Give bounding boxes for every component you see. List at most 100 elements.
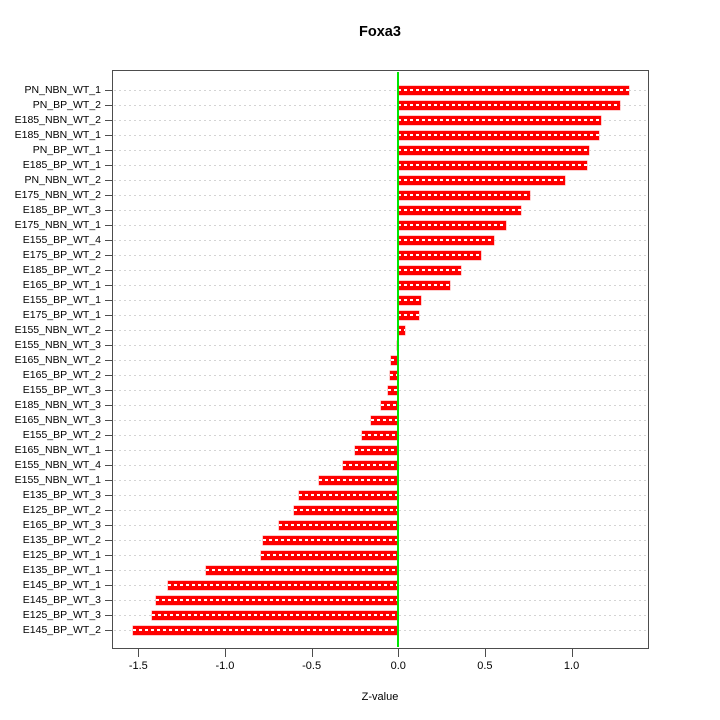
bar-grid-overlay bbox=[398, 149, 589, 151]
row-gridline bbox=[114, 225, 647, 226]
chart-title: Foxa3 bbox=[359, 24, 401, 40]
y-axis-tick bbox=[105, 225, 113, 226]
y-axis-tick bbox=[105, 525, 113, 526]
y-axis-tick bbox=[105, 555, 113, 556]
bar bbox=[398, 235, 494, 245]
y-axis-tick bbox=[105, 255, 113, 256]
y-axis-label: E125_BP_WT_1 bbox=[22, 549, 101, 561]
bar bbox=[152, 610, 399, 620]
y-axis-tick bbox=[105, 270, 113, 271]
y-axis-tick bbox=[105, 135, 113, 136]
bar-grid-overlay bbox=[155, 599, 399, 601]
y-axis-label: E145_BP_WT_1 bbox=[22, 579, 101, 591]
y-axis-tick bbox=[105, 345, 113, 346]
y-axis-label: E165_BP_WT_3 bbox=[22, 519, 101, 531]
row-gridline bbox=[114, 90, 647, 91]
bar bbox=[398, 160, 588, 170]
bar-grid-overlay bbox=[299, 494, 399, 496]
row-gridline bbox=[114, 120, 647, 121]
bar-grid-overlay bbox=[398, 254, 482, 256]
y-axis-label: E155_BP_WT_2 bbox=[22, 429, 101, 441]
x-axis-tick bbox=[484, 649, 486, 657]
y-axis-label: E165_BP_WT_1 bbox=[22, 279, 101, 291]
y-axis-label: E175_BP_WT_1 bbox=[22, 309, 101, 321]
y-axis-tick bbox=[105, 405, 113, 406]
bar-grid-overlay bbox=[167, 584, 399, 586]
y-axis-tick bbox=[105, 240, 113, 241]
row-gridline bbox=[114, 300, 647, 301]
y-axis-tick bbox=[105, 435, 113, 436]
y-axis-tick bbox=[105, 570, 113, 571]
y-axis-label: PN_NBN_WT_2 bbox=[24, 174, 101, 186]
bar bbox=[398, 145, 589, 155]
x-axis-tick bbox=[138, 649, 140, 657]
y-axis-tick bbox=[105, 315, 113, 316]
bar-grid-overlay bbox=[398, 299, 421, 301]
bar bbox=[398, 190, 530, 200]
bar-grid-overlay bbox=[398, 104, 621, 106]
bar-grid-overlay bbox=[398, 224, 506, 226]
y-axis-tick bbox=[105, 630, 113, 631]
row-gridline bbox=[114, 270, 647, 271]
y-axis-label: PN_NBN_WT_1 bbox=[24, 84, 101, 96]
bar bbox=[398, 280, 451, 290]
x-axis-tick-label: -0.5 bbox=[302, 660, 322, 672]
y-axis-label: E125_BP_WT_3 bbox=[22, 609, 101, 621]
bar bbox=[398, 175, 565, 185]
y-axis-label: E135_BP_WT_2 bbox=[22, 534, 101, 546]
y-axis-tick bbox=[105, 180, 113, 181]
y-axis-tick bbox=[105, 300, 113, 301]
y-axis-tick bbox=[105, 615, 113, 616]
bar-grid-overlay bbox=[398, 179, 565, 181]
row-gridline bbox=[114, 360, 647, 361]
y-axis-label: E135_BP_WT_3 bbox=[22, 489, 101, 501]
bar-grid-overlay bbox=[361, 434, 399, 436]
bar bbox=[318, 475, 399, 485]
bar-grid-overlay bbox=[398, 209, 522, 211]
bar-grid-overlay bbox=[398, 269, 461, 271]
y-axis-label: E135_BP_WT_1 bbox=[22, 564, 101, 576]
y-axis-label: E145_BP_WT_3 bbox=[22, 594, 101, 606]
y-axis-tick bbox=[105, 420, 113, 421]
y-axis-label: E155_NBN_WT_2 bbox=[14, 324, 101, 336]
x-axis-tick-label: 1.0 bbox=[563, 660, 580, 672]
y-axis-label: E155_BP_WT_3 bbox=[22, 384, 101, 396]
bar bbox=[398, 115, 602, 125]
bar-grid-overlay bbox=[398, 194, 530, 196]
bar-grid-overlay bbox=[398, 329, 406, 331]
y-axis-tick bbox=[105, 510, 113, 511]
bar-grid-overlay bbox=[391, 359, 399, 361]
bar bbox=[370, 415, 399, 425]
bar bbox=[167, 580, 399, 590]
y-axis-tick bbox=[105, 210, 113, 211]
bar bbox=[391, 355, 399, 365]
bar-grid-overlay bbox=[380, 404, 399, 406]
y-axis-label: E125_BP_WT_2 bbox=[22, 504, 101, 516]
y-axis-label: E155_NBN_WT_3 bbox=[14, 339, 101, 351]
row-gridline bbox=[114, 180, 647, 181]
y-axis-tick bbox=[105, 495, 113, 496]
row-gridline bbox=[114, 375, 647, 376]
bar bbox=[398, 85, 629, 95]
y-axis-tick bbox=[105, 330, 113, 331]
y-axis-label: E175_NBN_WT_2 bbox=[14, 189, 101, 201]
bar bbox=[294, 505, 399, 515]
y-axis-tick bbox=[105, 120, 113, 121]
zero-line bbox=[397, 72, 400, 647]
row-gridline bbox=[114, 330, 647, 331]
x-axis-tick bbox=[571, 649, 573, 657]
bar bbox=[398, 220, 506, 230]
bar-grid-overlay bbox=[342, 464, 399, 466]
bar bbox=[387, 385, 399, 395]
row-gridline bbox=[114, 405, 647, 406]
y-axis-label: E185_BP_WT_3 bbox=[22, 204, 101, 216]
y-axis-label: E175_BP_WT_2 bbox=[22, 249, 101, 261]
y-axis-label: E165_NBN_WT_2 bbox=[14, 354, 101, 366]
y-axis-label: E165_NBN_WT_1 bbox=[14, 444, 101, 456]
y-axis-label: E145_BP_WT_2 bbox=[22, 624, 101, 636]
x-axis-tick-label: 0.0 bbox=[390, 660, 406, 672]
bar bbox=[380, 400, 399, 410]
y-axis-label: E185_BP_WT_2 bbox=[22, 264, 101, 276]
bar-grid-overlay bbox=[294, 509, 399, 511]
row-gridline bbox=[114, 345, 647, 346]
